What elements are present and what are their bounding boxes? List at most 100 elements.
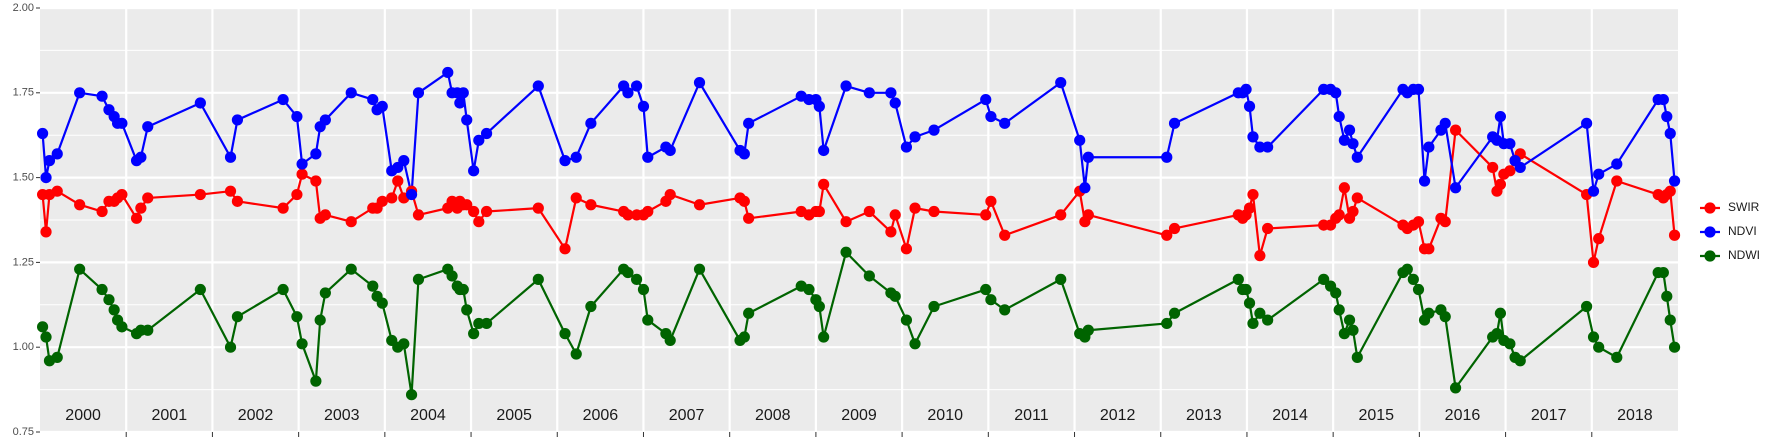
point	[231, 195, 244, 207]
point	[738, 148, 750, 160]
point	[1423, 141, 1435, 153]
point	[559, 328, 571, 340]
legend-key-point	[1704, 250, 1716, 262]
point	[637, 100, 650, 112]
point	[96, 283, 108, 296]
legend-label: SWIR	[1728, 200, 1760, 214]
point	[1262, 141, 1274, 153]
point	[454, 97, 466, 109]
point	[473, 134, 485, 146]
point	[1262, 314, 1274, 326]
point	[468, 205, 480, 218]
point	[1262, 222, 1274, 235]
point	[980, 209, 992, 221]
point	[1657, 266, 1669, 279]
point	[36, 321, 49, 333]
point	[319, 114, 331, 126]
point	[194, 97, 206, 109]
x-tick-label: 2014	[1272, 407, 1308, 424]
point	[1412, 283, 1425, 296]
point	[1668, 229, 1681, 241]
point	[142, 121, 154, 133]
x-tick-label: 2000	[65, 407, 101, 424]
point	[1351, 192, 1363, 204]
point	[863, 270, 875, 282]
point	[743, 212, 755, 224]
point	[1401, 263, 1413, 275]
point	[345, 87, 357, 99]
point	[803, 283, 815, 296]
point	[1343, 124, 1356, 136]
point	[142, 192, 154, 204]
point	[1240, 83, 1252, 96]
point	[367, 280, 379, 292]
point	[1338, 134, 1350, 146]
point	[51, 351, 63, 363]
point	[743, 307, 755, 319]
point	[1581, 300, 1593, 313]
x-tick-label: 2008	[755, 407, 791, 424]
x-tick-label: 2009	[841, 407, 877, 424]
x-tick-label: 2013	[1186, 407, 1222, 424]
point	[1318, 273, 1330, 285]
point	[74, 87, 86, 99]
point	[74, 199, 86, 211]
point	[900, 314, 913, 326]
point	[889, 209, 901, 221]
point	[319, 287, 331, 299]
point	[376, 195, 388, 207]
point	[532, 273, 544, 285]
point	[1351, 151, 1363, 163]
point	[1439, 117, 1451, 129]
point	[1055, 209, 1067, 221]
point	[818, 144, 830, 157]
point	[738, 331, 750, 343]
point	[813, 100, 825, 112]
point	[1657, 93, 1669, 106]
point	[1161, 151, 1173, 163]
point	[412, 273, 425, 285]
point	[1082, 324, 1094, 336]
point	[392, 175, 404, 187]
point	[1449, 124, 1462, 136]
point	[1611, 351, 1623, 363]
point	[889, 97, 901, 109]
y-tick-label: 1.75	[13, 87, 34, 99]
point	[693, 263, 706, 275]
point	[398, 338, 410, 350]
point	[376, 297, 388, 309]
point	[693, 199, 706, 211]
point	[1247, 188, 1259, 201]
point	[1661, 290, 1673, 302]
x-tick-label: 2003	[324, 407, 360, 424]
point	[224, 341, 237, 353]
legend-label: NDWI	[1728, 248, 1760, 262]
point	[999, 229, 1011, 241]
point	[1491, 328, 1503, 340]
point	[1423, 243, 1435, 255]
x-tick-label: 2010	[927, 407, 963, 424]
point	[1494, 110, 1507, 123]
point	[345, 216, 357, 228]
point	[1664, 127, 1676, 140]
point	[224, 185, 237, 197]
point	[367, 93, 379, 106]
point	[1668, 175, 1681, 187]
x-tick-label: 2001	[152, 407, 188, 424]
point	[1439, 311, 1451, 323]
point	[345, 263, 357, 275]
point	[985, 110, 997, 123]
x-tick-label: 2018	[1617, 407, 1653, 424]
point	[1082, 151, 1094, 163]
point	[442, 66, 454, 79]
point	[999, 117, 1011, 129]
point	[928, 124, 940, 136]
x-tick-label: 2002	[238, 407, 274, 424]
point	[743, 117, 755, 129]
point	[291, 311, 303, 323]
x-tick-label: 2005	[496, 407, 532, 424]
point	[885, 226, 897, 238]
point	[664, 334, 676, 347]
point	[1254, 307, 1266, 319]
point	[642, 314, 654, 326]
